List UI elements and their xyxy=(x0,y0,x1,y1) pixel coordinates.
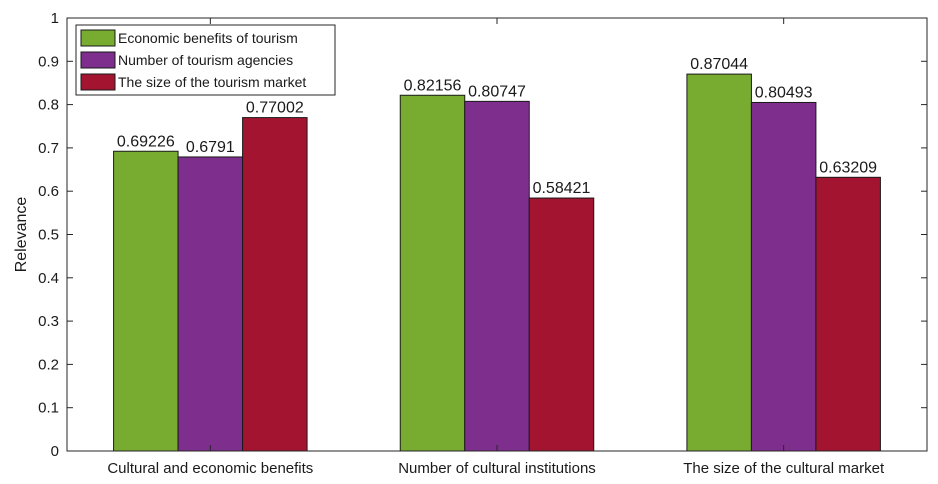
legend-label: Number of tourism agencies xyxy=(118,52,293,68)
bar xyxy=(399,94,466,452)
bar xyxy=(113,150,179,452)
legend-swatch xyxy=(80,51,116,69)
y-tick-label: 0.9 xyxy=(38,53,59,70)
data-label: 0.80747 xyxy=(468,83,526,100)
y-tick-label: 0.2 xyxy=(38,356,59,373)
data-label: 0.63209 xyxy=(819,159,877,176)
legend-label: The size of the tourism market xyxy=(118,74,306,90)
y-tick-label: 0 xyxy=(51,443,59,460)
data-label: 0.58421 xyxy=(533,180,591,197)
legend-label: Economic benefits of tourism xyxy=(118,30,298,46)
legend-box xyxy=(75,24,336,96)
y-tick-label: 0.5 xyxy=(38,227,59,244)
y-tick-label: 0.3 xyxy=(38,313,59,330)
legend: Economic benefits of tourism Number of to… xyxy=(75,24,336,96)
data-label: 0.69226 xyxy=(117,133,175,150)
y-axis-label: Relevance xyxy=(13,197,30,273)
bar xyxy=(686,73,752,452)
axes-group: 0 0.1 0.2 0.3 0.4 0.5 0.6 0.7 0.8 0.9 1 Cultural an… xyxy=(13,10,928,477)
y-tick-label: 0.8 xyxy=(38,97,59,114)
x-tick-label: The size of the cultural market xyxy=(683,460,885,477)
bar xyxy=(177,156,244,452)
data-label: 0.77002 xyxy=(246,100,304,117)
y-tick-label: 0.6 xyxy=(38,183,59,200)
value-labels-group: 0.69226 0.82156 0.87044 0.6791 0.80747 0.8049… xyxy=(117,56,877,197)
bar xyxy=(464,100,530,452)
bar xyxy=(528,197,595,452)
y-tick-label: 0.4 xyxy=(38,270,59,287)
data-label: 0.87044 xyxy=(690,56,748,73)
bar xyxy=(242,117,308,452)
y-tick-label: 0.7 xyxy=(38,140,59,157)
bar xyxy=(815,176,881,452)
data-label: 0.6791 xyxy=(186,139,235,156)
bars-group xyxy=(113,73,881,452)
legend-swatch xyxy=(80,73,116,91)
data-label: 0.80493 xyxy=(755,84,813,101)
y-tick-label: 0.1 xyxy=(38,400,59,417)
y-tick-label: 1 xyxy=(51,10,59,27)
bar xyxy=(750,101,817,452)
data-label: 0.82156 xyxy=(404,77,462,94)
x-tick-label: Cultural and economic benefits xyxy=(107,460,313,477)
x-tick-label: Number of cultural institutions xyxy=(398,460,596,477)
legend-swatch xyxy=(80,29,116,47)
